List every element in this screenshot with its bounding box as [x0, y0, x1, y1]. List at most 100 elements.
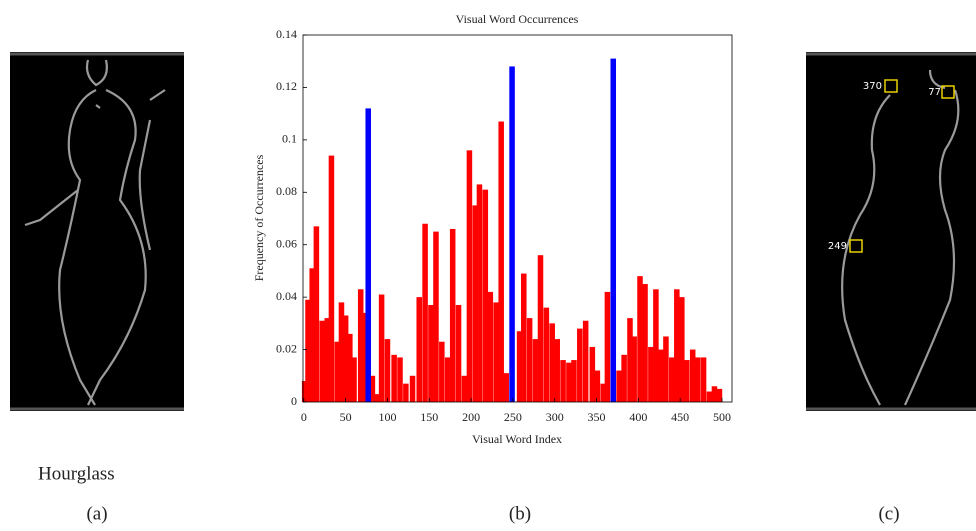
x-tick-label: 250: [504, 410, 522, 424]
bar: [621, 354, 627, 402]
bar: [711, 386, 718, 402]
keypoint-label: 249: [828, 241, 847, 252]
bar: [439, 341, 445, 402]
bar: [694, 357, 701, 402]
x-tick-label: 150: [420, 410, 438, 424]
bar: [600, 383, 606, 402]
silhouette-image-c: 370 77 249: [806, 52, 976, 411]
bar: [309, 268, 315, 402]
bar: [482, 189, 489, 402]
bar: [313, 226, 320, 402]
bar: [334, 341, 341, 402]
bar: [594, 370, 601, 402]
x-tick-label: 50: [340, 410, 352, 424]
y-tick-label: 0.1: [282, 132, 297, 146]
bar: [537, 255, 544, 402]
plot-frame: [302, 34, 733, 403]
bar: [466, 150, 473, 402]
bar: [409, 375, 416, 402]
y-tick-label: 0: [291, 394, 297, 408]
bar: [455, 305, 462, 402]
bar: [449, 228, 456, 402]
bar: [616, 370, 622, 402]
bar: [357, 289, 364, 402]
bar: [338, 302, 345, 402]
keypoint-label: 77: [928, 87, 941, 98]
bar: [589, 346, 596, 402]
x-tick-label: 500: [713, 410, 731, 424]
caption: Hourglass: [38, 463, 115, 484]
bar: [516, 331, 523, 402]
bar: [328, 155, 335, 402]
bar: [648, 346, 654, 402]
bar: [543, 307, 550, 402]
panel-label: (b): [509, 503, 531, 524]
bar: [582, 320, 589, 402]
y-tick-label: 0.02: [276, 341, 297, 355]
x-tick-label: 200: [462, 410, 480, 424]
x-tick-label: 400: [629, 410, 647, 424]
bar: [526, 318, 533, 402]
bar: [663, 336, 669, 402]
bar: [637, 276, 643, 402]
bar: [498, 121, 504, 402]
bar: [532, 339, 539, 402]
silhouette-image-a: [10, 52, 184, 411]
bar: [610, 58, 617, 402]
bar: [416, 297, 422, 402]
bar: [461, 375, 468, 402]
bar: [631, 336, 637, 402]
bar: [503, 373, 509, 402]
y-tick-label: 0.04: [276, 289, 297, 303]
bar: [362, 312, 368, 402]
bar: [305, 299, 311, 402]
x-tick-label: 450: [671, 410, 689, 424]
bar: [493, 302, 499, 402]
bar: [365, 108, 371, 403]
x-tick-label: 300: [546, 410, 564, 424]
bar: [684, 360, 690, 402]
bar: [301, 381, 308, 402]
bar: [566, 362, 572, 402]
x-tick-label: 0: [301, 410, 307, 424]
bar: [604, 291, 611, 402]
panel-label: (a): [86, 503, 107, 524]
bar: [476, 184, 483, 402]
bar: [342, 315, 349, 402]
bar: [658, 349, 664, 402]
chart-title: Visual Word Occurrences: [456, 12, 579, 26]
bar: [509, 66, 515, 402]
bar: [487, 291, 494, 402]
chart: Visual Word Occurrences Visual Word Inde…: [252, 12, 733, 446]
bar: [554, 339, 560, 402]
bar: [472, 205, 479, 402]
bar: [428, 305, 434, 402]
bar: [378, 294, 385, 402]
panel-label: (c): [878, 503, 899, 524]
bar: [403, 383, 409, 402]
bar: [706, 391, 713, 402]
bar: [324, 318, 331, 402]
bar: [433, 231, 439, 402]
bar: [347, 333, 353, 402]
bar: [397, 357, 403, 402]
y-tick-label: 0.06: [276, 236, 297, 250]
bar: [319, 320, 325, 402]
bar: [689, 349, 696, 402]
bar: [627, 318, 633, 402]
bar: [669, 357, 675, 402]
bar: [642, 284, 648, 402]
bar: [384, 339, 391, 402]
bar: [444, 357, 451, 402]
bar: [351, 357, 357, 402]
bar: [577, 328, 583, 402]
bar: [521, 273, 527, 402]
bar: [374, 394, 381, 402]
x-axis-label: Visual Word Index: [472, 432, 562, 446]
y-tick-label: 0.14: [276, 27, 297, 41]
bar: [716, 388, 723, 402]
bar: [700, 357, 707, 402]
bar: [679, 297, 685, 402]
bar: [369, 375, 376, 402]
